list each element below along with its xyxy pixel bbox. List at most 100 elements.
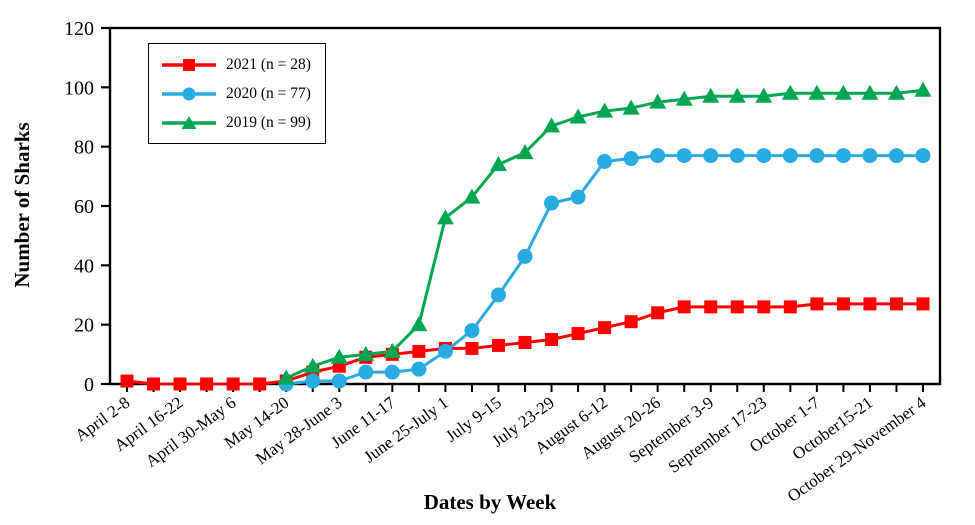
triangle-marker-icon <box>861 84 879 100</box>
circle-marker-icon <box>331 373 347 389</box>
square-marker-icon <box>120 374 134 388</box>
triangle-marker-icon <box>181 115 197 129</box>
y-axis: 0 20 40 60 80 100 120 <box>64 18 110 396</box>
square-marker-icon <box>757 300 771 314</box>
series-2019-line <box>285 88 924 380</box>
triangle-marker-icon <box>622 99 640 115</box>
y-tick-label: 80 <box>74 137 94 159</box>
circle-marker-icon <box>888 148 904 164</box>
series-2020 <box>278 148 931 392</box>
circle-marker-icon <box>835 148 851 164</box>
circle-marker-icon <box>464 323 480 339</box>
circle-marker-icon <box>729 148 745 164</box>
triangle-marker-icon <box>304 357 322 373</box>
y-tick-label: 120 <box>64 18 94 40</box>
square-marker-icon <box>677 300 691 314</box>
y-tick-label: 60 <box>74 196 94 218</box>
square-marker-icon <box>810 297 824 311</box>
triangle-marker-icon <box>410 316 428 332</box>
triangle-marker-icon <box>675 90 693 106</box>
triangle-marker-icon <box>781 84 799 100</box>
triangle-marker-icon <box>702 87 720 103</box>
triangle-marker-icon <box>649 93 667 109</box>
square-marker-icon <box>147 377 161 391</box>
circle-marker-icon <box>358 364 374 380</box>
y-tick-label: 20 <box>74 315 94 337</box>
square-marker-icon <box>704 300 718 314</box>
legend-label-2020: 2020 (n = 77) <box>226 84 311 102</box>
square-marker-icon <box>491 338 505 352</box>
square-marker-icon <box>253 377 267 391</box>
circle-marker-icon <box>862 148 878 164</box>
triangle-marker-icon <box>755 87 773 103</box>
y-tick-label: 0 <box>84 374 94 396</box>
circle-marker-icon <box>305 373 321 389</box>
circle-marker-icon <box>490 287 506 303</box>
triangle-marker-icon <box>887 84 905 100</box>
series-2020-line <box>286 154 923 386</box>
circle-marker-icon <box>650 148 666 164</box>
circle-marker-icon <box>915 148 931 164</box>
x-tick-label: April 30-May 6 <box>142 393 240 471</box>
triangle-marker-icon <box>277 369 295 385</box>
triangle-marker-icon <box>914 81 932 97</box>
circle-marker-icon <box>384 364 400 380</box>
triangle-marker-icon <box>834 84 852 100</box>
square-marker-icon <box>545 333 559 346</box>
x-axis-title: Dates by Week <box>423 490 557 514</box>
y-axis-title: Number of Sharks <box>10 122 34 288</box>
square-marker-icon <box>412 344 426 358</box>
circle-marker-icon <box>570 189 586 205</box>
circle-marker-icon <box>597 154 613 169</box>
square-marker-icon <box>836 297 850 311</box>
triangle-marker-icon <box>596 102 614 118</box>
circle-marker-icon <box>809 148 825 164</box>
triangle-marker-icon <box>383 342 401 358</box>
square-marker-icon <box>571 327 585 341</box>
square-marker-icon <box>651 306 665 320</box>
legend: 2021 (n = 28) 2020 (n = 77) 2019 (n = 99… <box>148 43 326 144</box>
triangle-marker-icon <box>330 348 348 364</box>
circle-marker-icon <box>411 361 427 377</box>
circle-marker-icon <box>437 343 453 359</box>
legend-key-triangle-marker-icon <box>162 115 216 129</box>
triangle-marker-icon <box>543 117 561 133</box>
square-marker-icon <box>200 377 214 391</box>
circle-marker-icon <box>623 151 639 167</box>
square-marker-icon <box>173 377 187 391</box>
legend-key-circle-marker-icon <box>162 87 216 100</box>
square-marker-icon <box>863 297 877 311</box>
square-marker-icon <box>465 341 479 355</box>
triangle-marker-icon <box>516 144 534 160</box>
series-2019 <box>277 81 932 385</box>
square-marker-icon <box>624 315 638 329</box>
triangle-marker-icon <box>808 84 826 100</box>
circle-marker-icon <box>782 148 798 164</box>
square-marker-icon <box>730 300 744 314</box>
y-tick-label: 100 <box>64 77 94 99</box>
square-marker-icon <box>783 300 797 314</box>
circle-marker-icon <box>182 87 196 100</box>
legend-key-square-marker-icon <box>162 58 216 71</box>
circle-marker-icon <box>703 148 719 164</box>
series-2021 <box>120 297 930 391</box>
triangle-marker-icon <box>463 188 481 204</box>
legend-item-2019: 2019 (n = 99) <box>159 110 311 135</box>
circle-marker-icon <box>756 148 772 164</box>
y-tick-label: 40 <box>74 255 94 277</box>
triangle-marker-icon <box>357 345 375 361</box>
legend-item-2021: 2021 (n = 28) <box>159 52 311 77</box>
legend-label-2021: 2021 (n = 28) <box>226 55 311 73</box>
legend-label-2019: 2019 (n = 99) <box>226 113 311 131</box>
square-marker-icon <box>916 297 930 311</box>
triangle-marker-icon <box>728 87 746 103</box>
square-marker-icon <box>226 377 240 391</box>
triangle-marker-icon <box>569 108 587 124</box>
triangle-marker-icon <box>436 209 454 225</box>
square-marker-icon <box>889 297 903 311</box>
triangle-marker-icon <box>489 155 507 171</box>
square-marker-icon <box>518 335 532 349</box>
